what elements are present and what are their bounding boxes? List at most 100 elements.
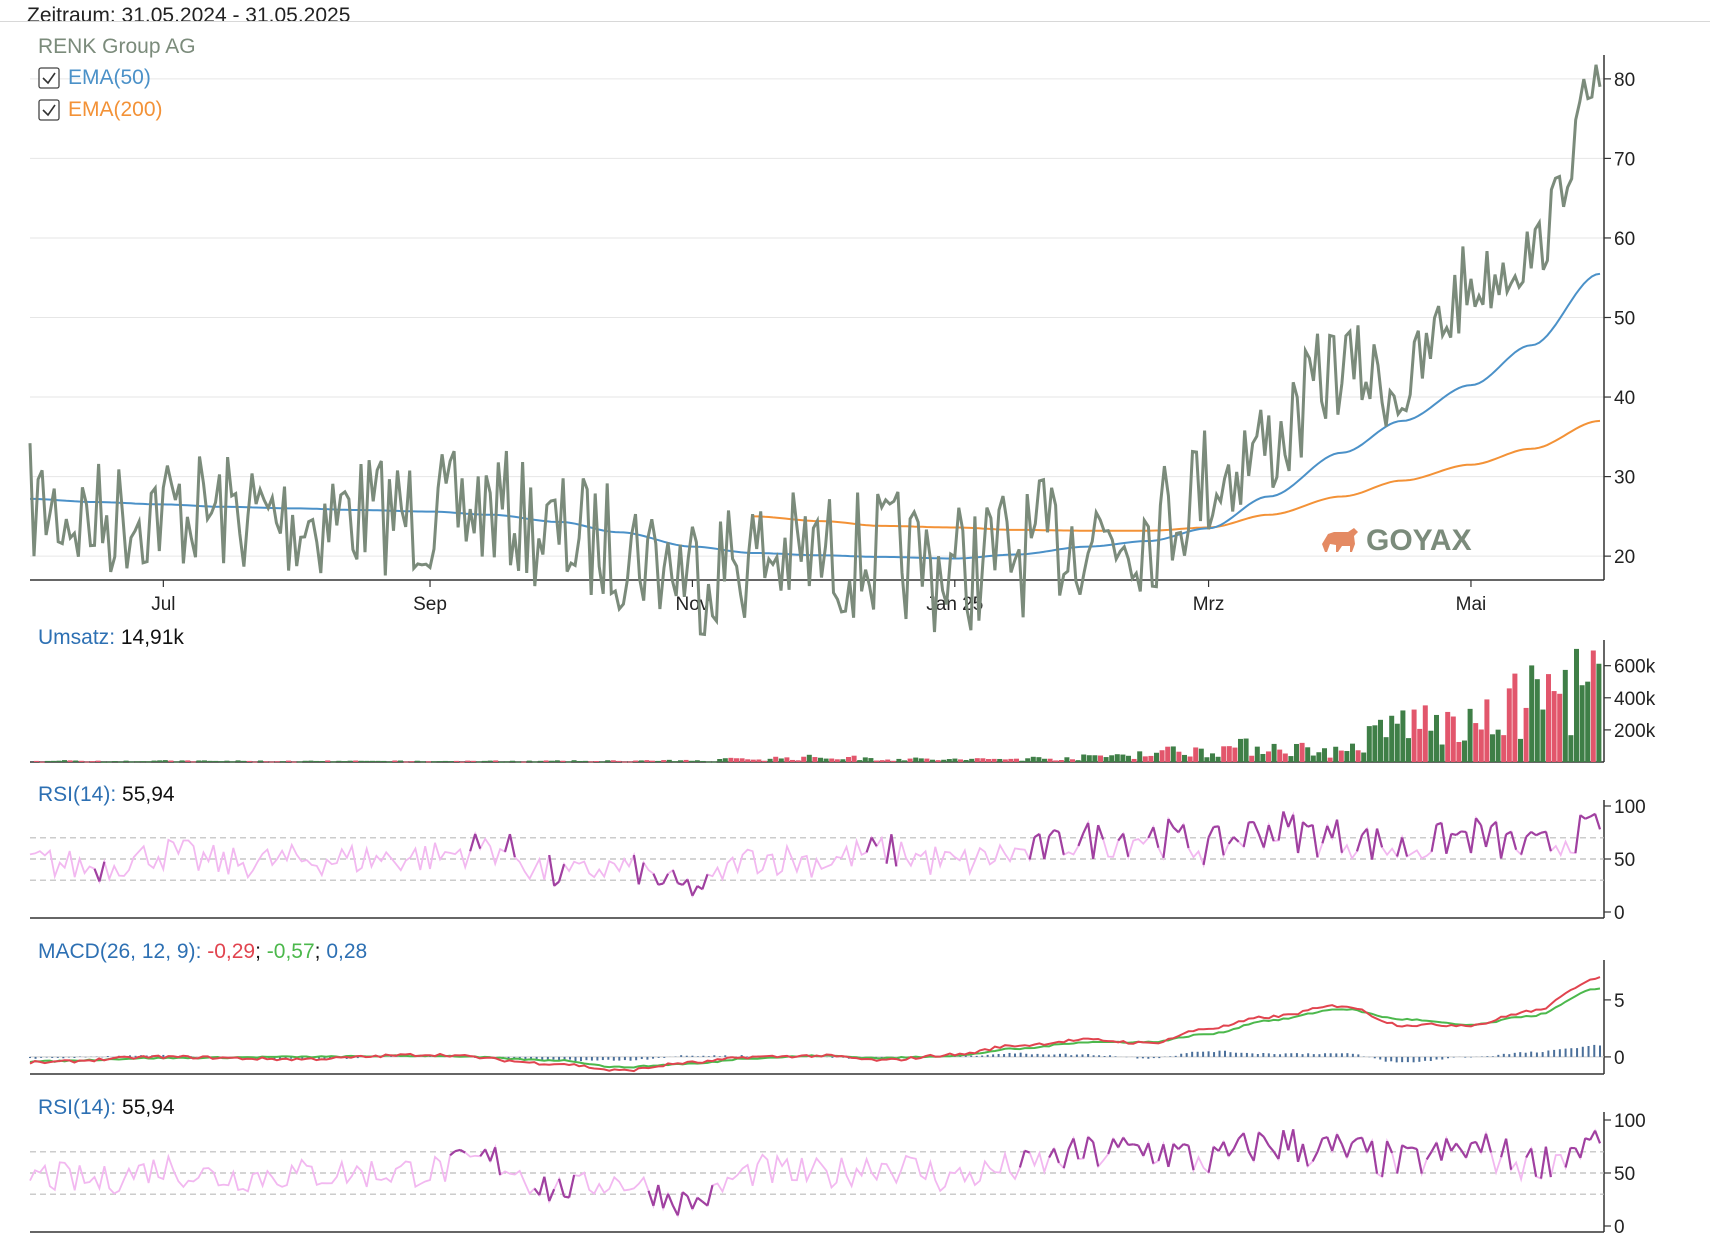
volume-bar: [1243, 738, 1249, 762]
volume-bar: [358, 760, 364, 762]
volume-value: 14,91k: [121, 626, 185, 649]
volume-bar: [1053, 760, 1059, 762]
volume-bar: [1131, 758, 1137, 762]
rsi-extreme-segment: [1356, 1136, 1363, 1140]
volume-bar: [890, 760, 896, 762]
rsi-extreme-segment: [1262, 1136, 1270, 1147]
rsi-extreme-segment: [1067, 1137, 1075, 1150]
volume-bar: [1198, 748, 1204, 762]
volume-bar: [790, 759, 795, 762]
rsi-extreme-segment: [1167, 1143, 1175, 1168]
volume-bar: [375, 760, 381, 762]
rsi-extreme-segment: [1217, 826, 1225, 856]
rsi1-value: 55,94: [122, 783, 175, 806]
volume-bar: [39, 761, 45, 763]
volume-bar: [571, 760, 577, 762]
volume-bar: [1333, 746, 1339, 762]
x-tick-label: Jan 25: [926, 594, 983, 615]
volume-bar: [426, 761, 431, 763]
rsi-extreme-segment: [1322, 1136, 1328, 1140]
volume-bar: [297, 761, 303, 763]
rsi2-guides: [30, 1151, 1604, 1195]
volume-bar: [1232, 747, 1238, 762]
rsi-extreme-segment: [1092, 825, 1100, 860]
rsi2-colon: :: [110, 1096, 122, 1119]
y-tick-label: 200k: [1614, 721, 1656, 742]
volume-bar: [1495, 729, 1501, 762]
volume-bar: [342, 761, 347, 763]
rsi-extreme-segment: [865, 837, 873, 853]
volume-bar: [1092, 755, 1098, 762]
volume-colon: :: [109, 626, 121, 649]
volume-bar: [140, 761, 146, 763]
ema50-legend[interactable]: EMA(50): [38, 66, 151, 89]
x-tick-label: Mai: [1456, 594, 1487, 615]
rsi-extreme-segment: [1057, 831, 1065, 856]
rsi-extreme-segment: [563, 1195, 570, 1199]
rsi-extreme-segment: [1162, 818, 1170, 859]
rsi-extreme-segment: [1292, 1129, 1300, 1163]
rsi-extreme-segment: [1321, 825, 1329, 844]
y-tick-label: 50: [1614, 850, 1635, 871]
volume-bar: [1305, 747, 1311, 762]
y-tick-label: 50: [1614, 309, 1635, 330]
volume-bar: [73, 760, 79, 762]
volume-bar: [1546, 674, 1551, 762]
ema50-checkbox[interactable]: [38, 67, 60, 89]
volume-bar: [437, 761, 443, 763]
volume-bar: [1109, 755, 1115, 762]
rsi-extreme-segment: [568, 1174, 576, 1198]
volume-bar: [1277, 749, 1283, 762]
y-tick-label: 400k: [1614, 689, 1656, 710]
volume-bar: [554, 760, 560, 762]
volume-bar: [1260, 753, 1266, 762]
ema200-checkbox[interactable]: [38, 99, 60, 121]
volume-bar: [1372, 725, 1378, 762]
rsi-extreme-segment: [1028, 836, 1036, 860]
volume-bar: [907, 758, 913, 762]
volume-bar: [1042, 758, 1047, 762]
rsi-extreme-segment: [1544, 831, 1552, 852]
y-tick-label: 0: [1614, 1217, 1625, 1238]
volume-bar: [84, 761, 90, 763]
macd-y-ticks: 05: [1604, 991, 1625, 1069]
volume-bar: [1148, 755, 1154, 762]
rsi-extreme-segment: [1455, 1142, 1463, 1151]
volume-bar: [403, 761, 409, 763]
rsi-extreme-segment: [677, 882, 684, 886]
volume-bar: [767, 758, 773, 762]
volume-bar: [728, 757, 734, 762]
rsi-extreme-segment: [1574, 1147, 1582, 1159]
rsi-extreme-segment: [1262, 824, 1270, 848]
rsi1-guides: [30, 837, 1604, 881]
rsi-extreme-segment: [1500, 1138, 1508, 1158]
volume-bar: [252, 761, 258, 763]
rsi-extreme-segment: [1182, 824, 1190, 849]
volume-bar: [918, 758, 924, 762]
rsi-extreme-segment: [1451, 832, 1457, 837]
ema200-legend[interactable]: EMA(200): [38, 98, 163, 121]
rsi-extreme-segment: [1137, 1145, 1145, 1157]
volume-bar: [1086, 755, 1092, 762]
rsi-extreme-segment: [1301, 1143, 1309, 1167]
rsi-extreme-segment: [1043, 835, 1051, 860]
volume-bar: [1165, 746, 1171, 762]
rsi-extreme-segment: [1316, 1138, 1324, 1153]
rsi-extreme-segment: [1584, 815, 1591, 820]
volume-bar: [448, 761, 454, 763]
volume-bar: [190, 761, 196, 763]
rsi-extreme-segment: [1540, 830, 1547, 834]
rsi-extreme-segment: [503, 833, 511, 853]
volume-bar: [510, 760, 515, 762]
volume-bar: [493, 760, 499, 762]
rsi-extreme-segment: [1172, 826, 1180, 834]
rsi-extreme-segment: [1370, 828, 1379, 860]
rsi-extreme-segment: [1292, 814, 1300, 854]
volume-bar: [958, 759, 963, 762]
rsi-extreme-segment: [885, 834, 893, 864]
rsi-extreme-segment: [1351, 1137, 1358, 1144]
volume-bar: [1002, 759, 1008, 762]
volume-bar: [1439, 744, 1445, 762]
volume-bar: [1456, 741, 1462, 762]
rsi-extreme-segment: [1092, 1141, 1100, 1167]
